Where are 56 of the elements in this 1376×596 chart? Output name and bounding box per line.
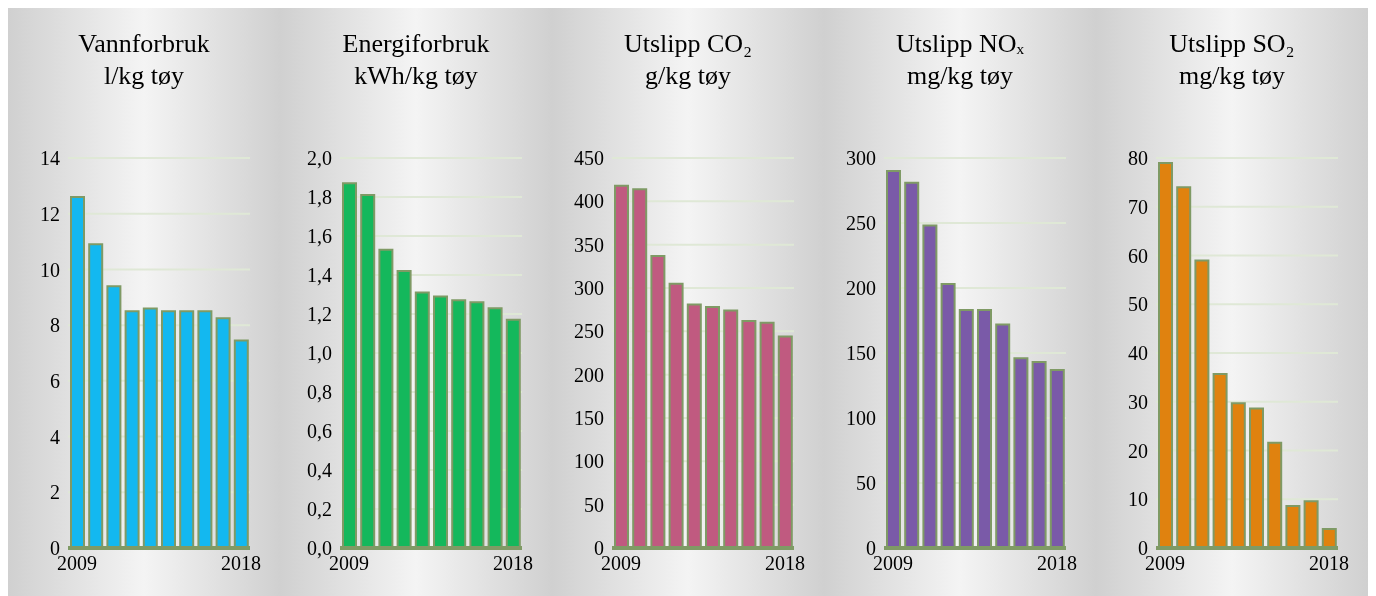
y-tick-label: 350 (574, 233, 604, 256)
y-tick-label: 1,0 (307, 342, 332, 365)
y-tick-label: 1,8 (307, 186, 332, 209)
chart-subtitle: g/kg tøy (644, 60, 732, 92)
chart-title: Vannforbruk (77, 28, 211, 60)
y-tick-label: 40 (1128, 342, 1148, 365)
y-tick-label: 0,2 (307, 498, 332, 521)
chart-title: Utslipp SO₂ (1168, 28, 1296, 60)
y-tick-label: 50 (1128, 293, 1148, 316)
y-tick-label: 1,6 (307, 225, 332, 248)
y-tick-label: 30 (1128, 390, 1148, 413)
y-tick-label: 200 (574, 363, 604, 386)
chart-subtitle: mg/kg tøy (905, 60, 1015, 92)
chart-subtitle: kWh/kg tøy (353, 60, 479, 92)
x-tick-label: 2018 (764, 552, 805, 575)
y-tick-label: 450 (574, 147, 604, 170)
y-tick-label: 0,6 (307, 420, 332, 443)
y-tick-label: 80 (1128, 147, 1148, 170)
y-tick-label: 400 (574, 190, 604, 213)
y-tick-label: 20 (1128, 439, 1148, 462)
y-tick-label: 4 (50, 425, 60, 448)
y-tick-label: 250 (846, 212, 876, 235)
y-tick-label: 12 (40, 202, 60, 225)
y-tick-label: 14 (40, 147, 60, 170)
y-tick-label: 60 (1128, 244, 1148, 267)
y-tick-label: 50 (856, 472, 876, 495)
chart-title: Utslipp NOₓ (894, 28, 1026, 60)
y-tick-label: 10 (1128, 488, 1148, 511)
y-tick-label: 1,4 (307, 264, 332, 287)
chart-title: Utslipp CO₂ (622, 28, 754, 60)
x-tick-label: 2018 (1308, 552, 1349, 575)
y-tick-label: 2,0 (307, 147, 332, 170)
y-tick-label: 0,0 (307, 537, 332, 560)
y-tick-label: 150 (846, 342, 876, 365)
y-tick-label: 100 (846, 407, 876, 430)
y-tick-label: 0,4 (307, 459, 332, 482)
y-tick-label: 0,8 (307, 381, 332, 404)
chart-subtitle: l/kg tøy (102, 60, 186, 92)
y-tick-label: 100 (574, 450, 604, 473)
y-tick-label: 1,2 (307, 303, 332, 326)
y-tick-label: 70 (1128, 195, 1148, 218)
y-tick-label: 200 (846, 277, 876, 300)
y-tick-label: 50 (584, 493, 604, 516)
x-tick-label: 2018 (220, 552, 261, 575)
y-tick-label: 8 (50, 314, 60, 337)
y-tick-label: 10 (40, 258, 60, 281)
y-tick-label: 150 (574, 407, 604, 430)
x-tick-label: 2018 (492, 552, 533, 575)
y-tick-label: 300 (574, 277, 604, 300)
y-tick-label: 2 (50, 481, 60, 504)
chart-subtitle: mg/kg tøy (1177, 60, 1287, 92)
y-tick-label: 250 (574, 320, 604, 343)
y-tick-label: 300 (846, 147, 876, 170)
chart-title: Energiforbruk (341, 28, 491, 60)
y-tick-label: 6 (50, 369, 60, 392)
x-tick-label: 2018 (1036, 552, 1077, 575)
